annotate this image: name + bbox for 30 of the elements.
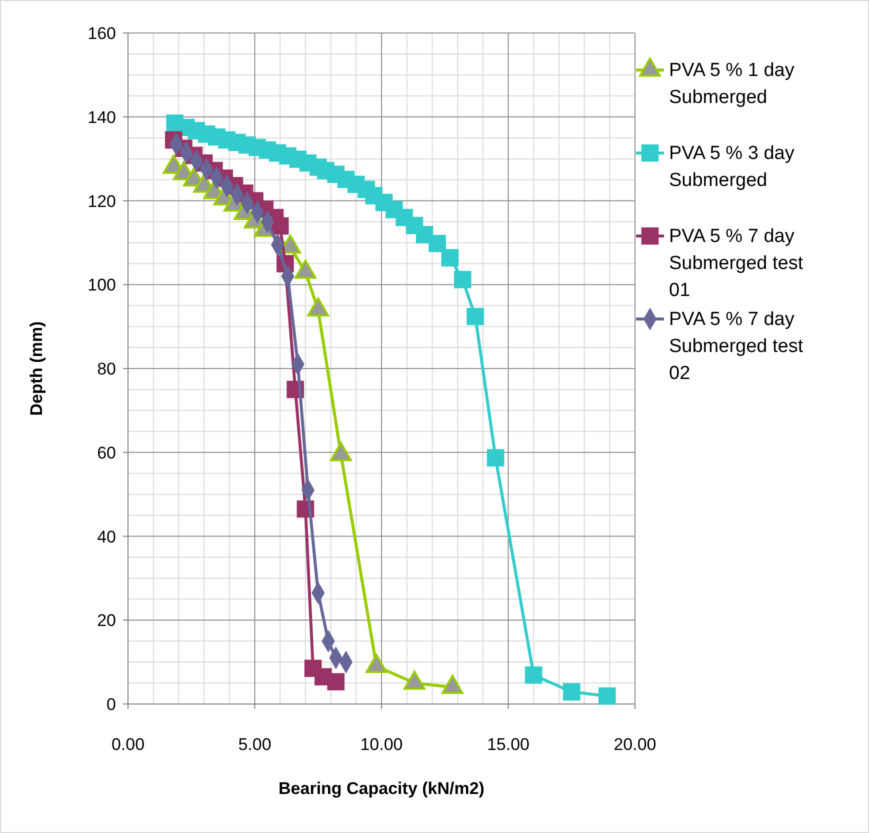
x-tick-label: 15.00 bbox=[486, 735, 530, 754]
x-tick-label: 0.00 bbox=[111, 735, 145, 754]
y-axis-title: Depth (mm) bbox=[27, 321, 46, 416]
point bbox=[598, 687, 616, 705]
x-tick-label: 5.00 bbox=[238, 735, 272, 754]
point bbox=[441, 249, 459, 266]
x-tick-label: 20.00 bbox=[614, 735, 656, 754]
point bbox=[486, 449, 504, 466]
y-tick-label: 120 bbox=[88, 192, 116, 211]
y-tick-label: 160 bbox=[88, 24, 116, 43]
y-tick-label: 20 bbox=[97, 611, 116, 630]
point bbox=[428, 234, 446, 252]
x-axis-title: Bearing Capacity (kN/m2) bbox=[278, 779, 484, 798]
legend-label: PVA 5 % 3 day Submerged bbox=[669, 143, 795, 191]
point bbox=[466, 308, 484, 326]
point bbox=[524, 666, 542, 684]
x-tick-label: 10.00 bbox=[360, 735, 403, 754]
legend-label: PVA 5 % 1 day Submerged bbox=[669, 60, 795, 108]
legend-label: PVA 5 % 7 day Submerged test 01 bbox=[669, 226, 804, 301]
point bbox=[562, 683, 580, 700]
y-tick-label: 40 bbox=[97, 527, 116, 546]
y-tick-label: 80 bbox=[97, 360, 116, 378]
legend-label: PVA 5 % 7 day Submerged test 02 bbox=[669, 309, 804, 384]
y-tick-label: 100 bbox=[88, 276, 116, 295]
y-tick-label: 60 bbox=[97, 443, 116, 462]
y-tick-label: 0 bbox=[106, 695, 116, 714]
y-tick-label: 140 bbox=[88, 108, 116, 127]
point bbox=[454, 270, 472, 288]
point bbox=[271, 217, 289, 235]
point bbox=[327, 673, 345, 690]
